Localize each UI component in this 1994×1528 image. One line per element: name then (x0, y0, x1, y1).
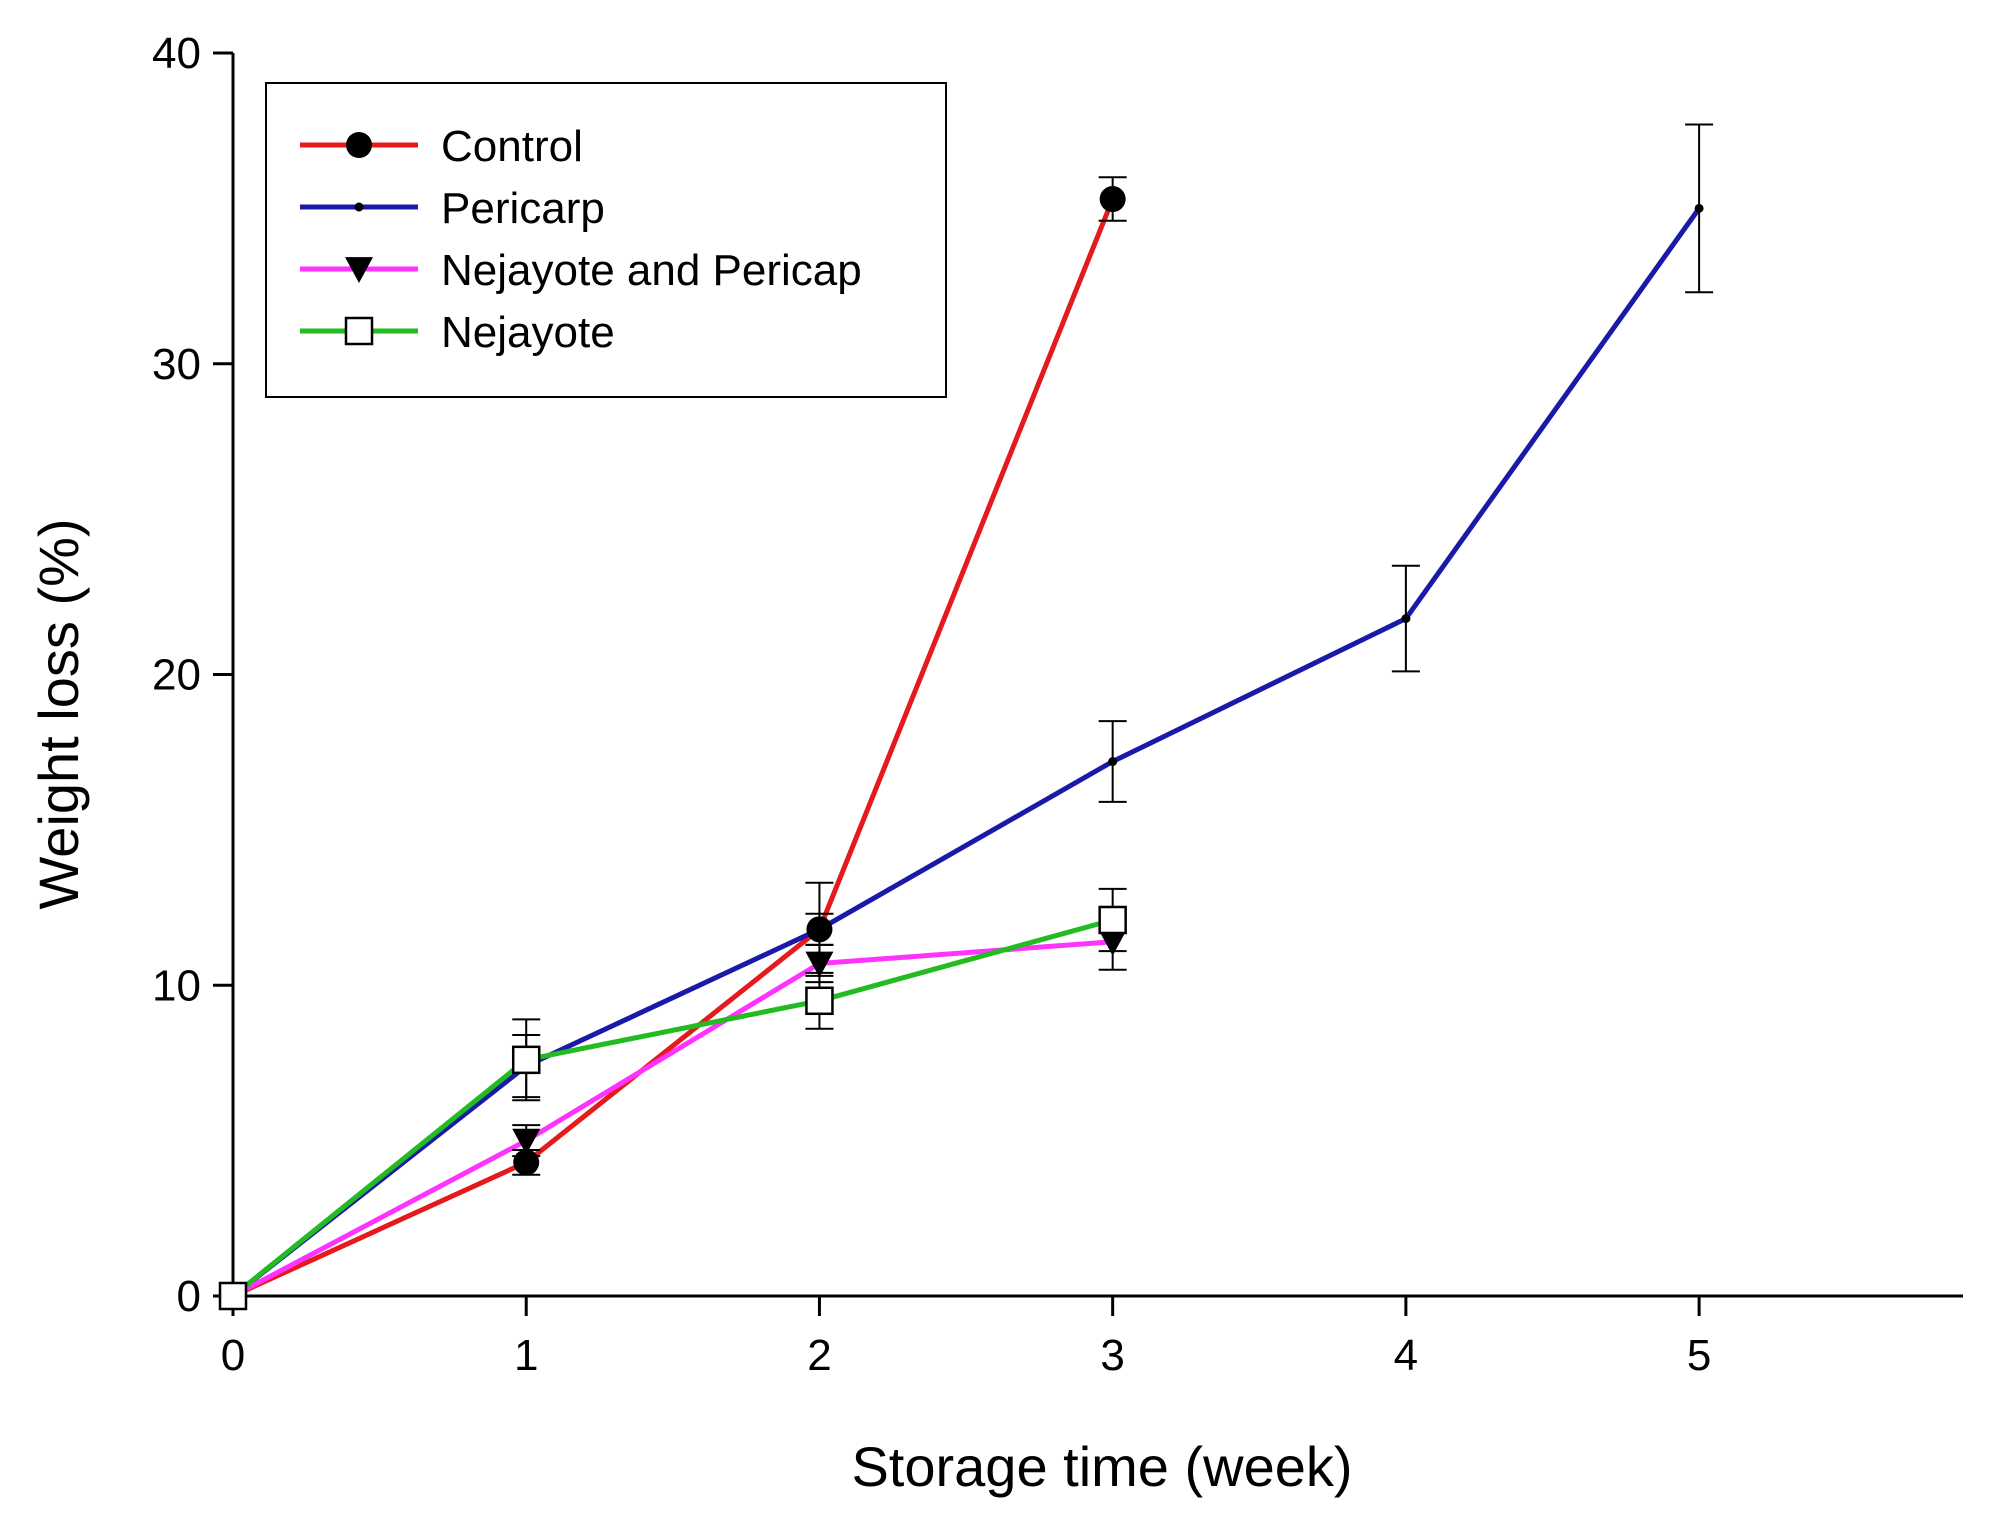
legend-marker (345, 257, 373, 283)
data-markers (218, 186, 1704, 1311)
series-lines (231, 198, 1702, 1299)
y-tick-label: 0 (177, 1272, 201, 1321)
ticks: 0 10 20 30 40 0 1 2 3 4 5 (152, 29, 1711, 1380)
y-tick-label: 40 (152, 29, 201, 78)
data-point (511, 1045, 541, 1075)
data-point (513, 1149, 540, 1176)
x-tick-label: 0 (221, 1331, 245, 1380)
data-point (1694, 203, 1704, 213)
legend-label: Nejayote and Pericap (441, 246, 862, 295)
data-point (1099, 186, 1126, 213)
legend-marker (354, 202, 364, 212)
data-point (218, 1281, 248, 1311)
legend-item: Control (300, 122, 583, 171)
data-point (805, 986, 834, 1016)
legend-label: Control (441, 122, 583, 171)
y-tick-label: 10 (152, 961, 201, 1010)
data-point (1401, 614, 1411, 624)
series-line-nejayote-and-pericap (231, 939, 1113, 1299)
x-tick-label: 2 (807, 1331, 831, 1380)
y-tick-label: 20 (152, 651, 201, 700)
data-point (512, 1128, 541, 1155)
x-tick-label: 3 (1100, 1331, 1124, 1380)
y-axis-title: Weight loss (%) (27, 518, 90, 909)
data-point (1098, 905, 1127, 935)
y-tick-label: 30 (152, 340, 201, 389)
x-tick-label: 4 (1394, 1331, 1418, 1380)
series-line-nejayote (231, 917, 1114, 1298)
legend-items: Control Pericarp Nejayote and Pericap Nejay… (300, 122, 862, 357)
legend-item: Pericarp (300, 184, 605, 233)
data-point (1108, 757, 1118, 767)
legend-box (265, 82, 947, 398)
series-line-pericarp (231, 206, 1702, 1298)
data-point (805, 951, 834, 978)
legend: Control Pericarp Nejayote and Pericap Nejay… (265, 82, 947, 398)
legend-marker (346, 132, 372, 158)
data-point (814, 924, 824, 934)
legend-label: Pericarp (441, 184, 605, 233)
legend-item: Nejayote (300, 308, 615, 357)
legend-label: Nejayote (441, 308, 615, 357)
series-line-control (231, 198, 1115, 1299)
x-tick-label: 5 (1687, 1331, 1711, 1380)
legend-item: Nejayote and Pericap (300, 246, 862, 295)
x-tick-label: 1 (514, 1331, 538, 1380)
legend-marker (344, 316, 374, 346)
x-axis-title: Storage time (week) (851, 1435, 1352, 1498)
data-point (1098, 929, 1127, 956)
